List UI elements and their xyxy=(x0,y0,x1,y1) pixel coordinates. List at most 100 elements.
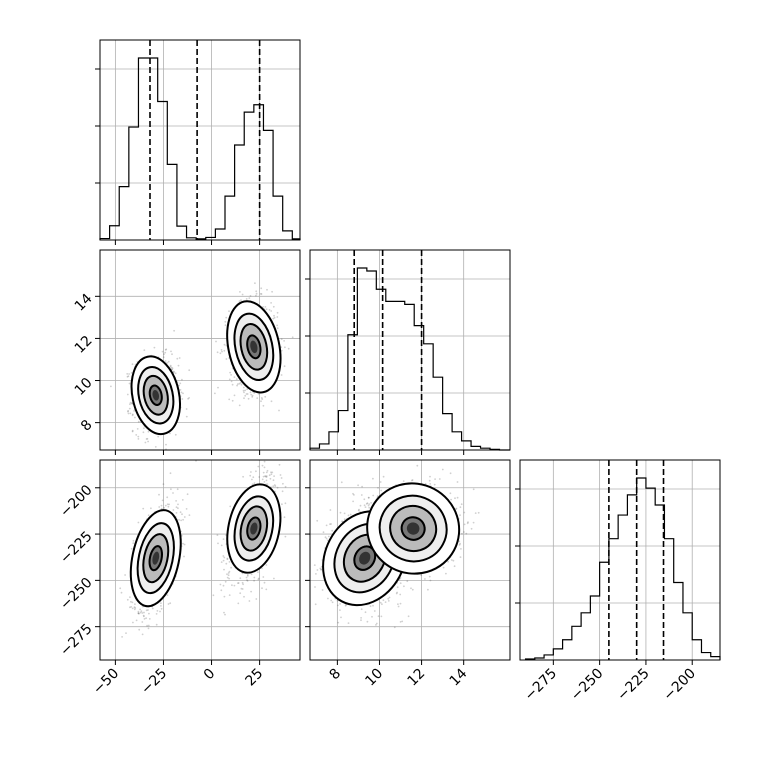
scatter-point xyxy=(265,471,268,474)
scatter-point xyxy=(134,603,136,605)
scatter-point xyxy=(231,584,233,587)
x-tick-label: 0 xyxy=(201,666,219,684)
scatter-point xyxy=(320,568,323,571)
scatter-point xyxy=(126,393,129,396)
scatter-point xyxy=(262,404,265,407)
scatter-point xyxy=(250,590,253,593)
scatter-point xyxy=(221,350,223,353)
scatter-point xyxy=(155,613,158,615)
scatter-point xyxy=(364,611,367,614)
scatter-point xyxy=(223,595,226,598)
scatter-point xyxy=(246,575,249,577)
contour-line xyxy=(233,495,275,562)
scatter-point xyxy=(181,378,183,381)
scatter-point xyxy=(226,557,229,560)
scatter-point xyxy=(399,593,402,596)
scatter-point xyxy=(227,574,230,577)
scatter-point xyxy=(225,316,228,319)
scatter-point xyxy=(261,478,264,481)
scatter-point xyxy=(227,572,230,574)
scatter-point xyxy=(126,598,129,601)
scatter-point xyxy=(235,378,238,380)
scatter-point xyxy=(265,588,268,591)
scatter-point xyxy=(144,441,147,444)
scatter-point xyxy=(164,504,167,507)
scatter-point xyxy=(146,437,149,440)
scatter-point xyxy=(246,388,249,391)
scatter-point xyxy=(459,542,461,545)
scatter-point xyxy=(225,562,228,565)
scatter-point xyxy=(287,347,290,350)
scatter-point xyxy=(273,577,275,580)
scatter-point xyxy=(260,400,262,403)
scatter-point xyxy=(276,453,278,455)
scatter-point xyxy=(276,324,278,327)
scatter-point xyxy=(125,632,127,634)
scatter-point xyxy=(249,295,252,297)
x-tick-label: −25 xyxy=(138,666,170,698)
scatter-point xyxy=(243,391,245,394)
scatter-point xyxy=(246,393,249,395)
scatter-point xyxy=(185,408,188,410)
y-tick-label: −250 xyxy=(57,575,96,614)
scatter-point xyxy=(147,440,150,443)
scatter-point xyxy=(265,476,268,478)
scatter-point xyxy=(271,471,274,474)
scatter-point xyxy=(166,496,169,499)
scatter-point xyxy=(171,353,173,356)
scatter-point xyxy=(228,561,231,563)
scatter-point xyxy=(249,474,252,477)
scatter-point xyxy=(131,363,134,366)
scatter-point xyxy=(130,372,133,374)
scatter-point xyxy=(263,466,266,469)
scatter-point xyxy=(147,609,149,611)
scatter-point xyxy=(236,384,239,387)
scatter-point xyxy=(270,471,272,474)
scatter-point xyxy=(259,293,262,295)
scatter-point xyxy=(147,514,150,517)
x-tick-label: −50 xyxy=(90,666,122,698)
scatter-point xyxy=(181,398,184,400)
scatter-point xyxy=(265,308,268,311)
scatter-point xyxy=(134,416,136,419)
scatter-point xyxy=(249,391,252,394)
scatter-point xyxy=(164,349,167,351)
scatter-point xyxy=(226,573,228,576)
scatter-point xyxy=(372,477,374,480)
scatter-point xyxy=(264,395,267,398)
y-tick-label: 12 xyxy=(72,333,96,357)
scatter-point xyxy=(137,612,140,615)
scatter-point xyxy=(250,471,252,473)
scatter-point xyxy=(244,394,247,397)
scatter-point xyxy=(282,482,284,485)
scatter-point xyxy=(352,500,354,503)
density-shade xyxy=(152,551,160,565)
scatter-point xyxy=(141,633,144,636)
scatter-point xyxy=(129,412,132,415)
contour-line xyxy=(246,516,262,541)
scatter-point xyxy=(229,371,232,374)
scatter-point xyxy=(262,475,265,478)
scatter-point xyxy=(216,534,219,536)
scatter-point xyxy=(387,600,390,602)
scatter-point xyxy=(261,464,264,467)
scatter-point xyxy=(172,509,175,511)
scatter-point xyxy=(281,503,283,506)
scatter-point xyxy=(336,599,339,602)
scatter-point xyxy=(226,558,229,561)
scatter-point xyxy=(178,384,180,387)
scatter-point xyxy=(160,504,163,507)
scatter-point xyxy=(349,513,352,516)
scatter-point xyxy=(228,594,231,596)
scatter-point xyxy=(280,349,283,352)
scatter-point xyxy=(124,574,126,576)
scatter-point xyxy=(131,607,134,610)
scatter-point xyxy=(238,300,241,302)
scatter-point xyxy=(243,397,245,400)
scatter-point xyxy=(270,310,273,312)
scatter-point xyxy=(238,404,241,407)
scatter-point xyxy=(130,547,133,550)
scatter-point xyxy=(281,490,284,493)
scatter-point xyxy=(188,369,191,372)
scatter-point xyxy=(228,310,230,313)
